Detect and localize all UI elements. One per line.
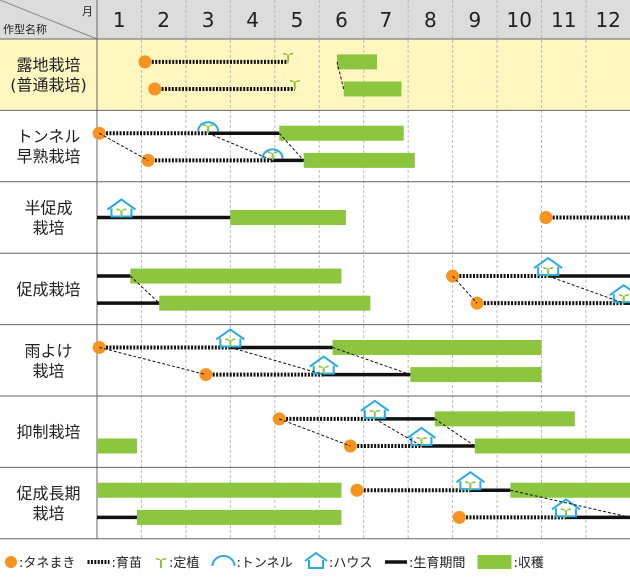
shift-connector <box>374 418 422 447</box>
month-label: 11 <box>551 8 576 32</box>
legend-label: :生育期間 <box>409 555 465 571</box>
house-icon <box>609 283 630 304</box>
shift-connector <box>510 489 630 518</box>
seedling-icon <box>560 508 572 518</box>
legend-item-growing: :生育期間 <box>385 555 465 571</box>
row-label: トンネル <box>17 127 81 146</box>
shift-connector <box>278 132 305 161</box>
month-label: 1 <box>113 8 126 32</box>
month-label: 8 <box>424 8 437 32</box>
harvest-bar <box>279 125 404 141</box>
row-highlight <box>0 39 630 111</box>
shift-connector <box>452 275 478 304</box>
legend-item-nursery: :育苗 <box>87 555 142 571</box>
harvest-bar <box>130 268 342 284</box>
month-label: 9 <box>468 8 481 32</box>
harvest-bar <box>510 482 630 498</box>
harvest-bar <box>332 339 542 355</box>
shift-connector <box>332 346 411 376</box>
harvest-bar <box>474 438 630 454</box>
seed-dot <box>452 510 466 524</box>
row-label: (普通栽培) <box>10 76 87 95</box>
crop-type-header: 作型名称 <box>3 22 47 36</box>
row-label: 促成長期 <box>16 484 80 503</box>
tunnel-icon <box>197 121 220 132</box>
month-label: 2 <box>157 8 170 32</box>
shift-connector <box>279 418 351 447</box>
seedling-icon <box>116 208 127 218</box>
shift-connector <box>547 275 624 304</box>
harvest-bar <box>337 54 378 70</box>
row-label: 抑制栽培 <box>16 423 80 442</box>
legend-item-plant: :定植 <box>155 556 199 571</box>
harvest-bar <box>97 482 342 498</box>
month-label: 7 <box>380 8 393 32</box>
month-label: 3 <box>202 8 215 32</box>
shift-connector <box>129 275 160 304</box>
shift-connector <box>99 346 207 376</box>
legend-label: :定植 <box>169 556 199 571</box>
row-label: 栽培 <box>32 361 64 380</box>
seed-dot <box>148 82 162 96</box>
seedling-icon <box>542 267 554 277</box>
seedling-icon <box>267 151 278 161</box>
row-label: 雨よけ <box>24 341 72 360</box>
legend-item-seed: :タネまき <box>5 556 75 571</box>
shift-connector <box>98 132 149 161</box>
seedling-icon <box>318 365 329 375</box>
month-label: 12 <box>595 8 620 32</box>
seedling-icon <box>416 436 427 446</box>
seed-dot <box>138 55 152 69</box>
harvest-bar <box>410 367 542 383</box>
legend-label: :トンネル <box>237 556 293 571</box>
harvest-bar <box>137 509 342 525</box>
month-label: 10 <box>507 8 532 32</box>
seed-dot <box>350 483 364 497</box>
harvest-bar <box>230 210 346 225</box>
legend-item-house: :ハウス <box>304 551 372 571</box>
shift-connector <box>434 418 476 447</box>
legend-item-tunnel: :トンネル <box>211 555 293 571</box>
legend-item-harvest: :収穫 <box>477 555 544 571</box>
shift-connector <box>230 346 324 376</box>
legend-label: :ハウス <box>329 556 372 571</box>
month-label: 5 <box>291 8 304 32</box>
seedling-icon <box>225 338 236 348</box>
seedling-icon <box>618 294 630 304</box>
header-band <box>0 0 630 39</box>
seedling-icon <box>282 52 294 62</box>
seedling-icon <box>369 409 381 419</box>
month-label: 6 <box>335 8 348 32</box>
row-label: 促成栽培 <box>16 280 80 299</box>
seedling-icon <box>465 481 476 491</box>
harvest-bar <box>434 411 575 427</box>
row-label: 早熟栽培 <box>16 147 80 166</box>
seedling-icon <box>202 124 214 134</box>
harvest-bar <box>343 81 402 97</box>
seedling-icon <box>289 79 301 89</box>
seed-dot <box>539 211 553 224</box>
tunnel-icon <box>261 148 284 159</box>
month-unit-label: 月 <box>82 5 93 18</box>
row-label: 露地栽培 <box>16 56 80 75</box>
harvest-bar <box>97 438 138 454</box>
row-label: 半促成 <box>24 199 72 218</box>
harvest-bar <box>303 152 415 168</box>
harvest-bar <box>159 295 371 311</box>
month-label: 4 <box>246 8 259 32</box>
row-label: 栽培 <box>32 219 64 238</box>
legend-label: :育苗 <box>112 555 142 571</box>
legend-label: :タネまき <box>19 556 75 571</box>
row-label: 栽培 <box>32 504 64 523</box>
legend-label: :収穫 <box>514 556 544 571</box>
header-diagonal <box>0 0 98 40</box>
shift-connector <box>207 132 273 161</box>
